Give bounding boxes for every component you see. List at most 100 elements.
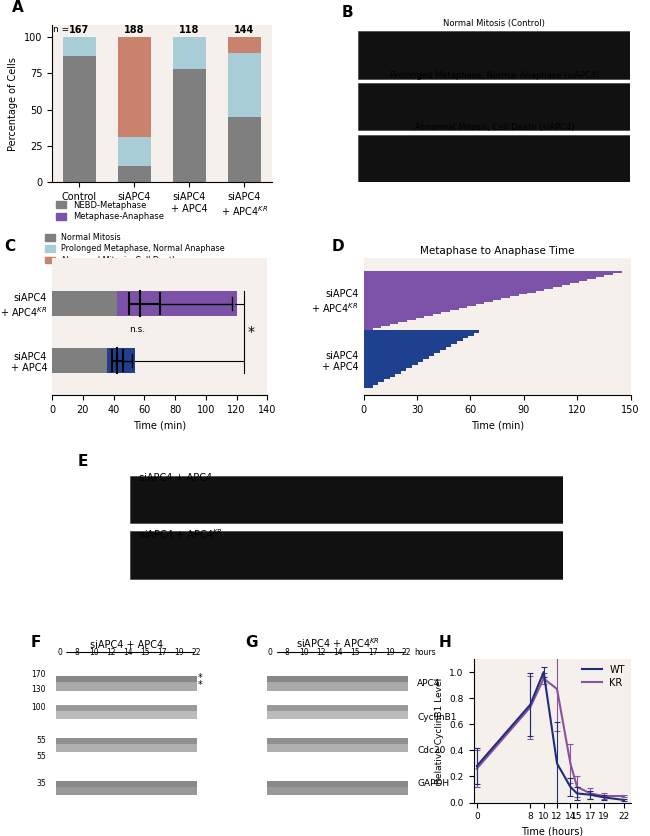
Bar xyxy=(364,310,450,312)
Text: 55: 55 xyxy=(36,752,46,761)
Bar xyxy=(364,356,429,359)
Legend: Normal Mitosis, Prolonged Metaphase, Normal Anaphase, Abnormal Mitosis, Cell Dea: Normal Mitosis, Prolonged Metaphase, Nor… xyxy=(45,233,225,265)
Text: 144: 144 xyxy=(235,25,255,35)
Bar xyxy=(52,348,107,374)
Bar xyxy=(364,306,467,308)
Y-axis label: Percentage of Cells: Percentage of Cells xyxy=(8,57,18,150)
Text: GAPDH: GAPDH xyxy=(417,779,449,788)
Text: 14: 14 xyxy=(123,649,133,657)
X-axis label: Time (min): Time (min) xyxy=(471,420,524,430)
Bar xyxy=(63,37,96,56)
Bar xyxy=(364,316,424,318)
Bar xyxy=(364,281,578,283)
Bar xyxy=(118,166,151,182)
Text: 0: 0 xyxy=(57,649,62,657)
Bar xyxy=(364,370,401,374)
Bar xyxy=(364,335,468,339)
Bar xyxy=(364,312,441,314)
Bar xyxy=(364,287,553,288)
Text: E: E xyxy=(78,454,88,469)
Bar xyxy=(364,382,378,385)
Text: 15: 15 xyxy=(350,649,360,657)
Text: D: D xyxy=(332,239,344,254)
Bar xyxy=(364,385,372,388)
Bar xyxy=(364,318,415,320)
Bar xyxy=(364,273,613,275)
Text: 22: 22 xyxy=(191,649,201,657)
Text: 0: 0 xyxy=(268,649,273,657)
Bar xyxy=(107,348,135,374)
Bar xyxy=(364,339,463,341)
Legend: NEBD-Metaphase, Metaphase-Anaphase: NEBD-Metaphase, Metaphase-Anaphase xyxy=(56,201,164,222)
Text: *: * xyxy=(248,325,254,339)
Text: siAPC4 + APC4: siAPC4 + APC4 xyxy=(138,472,212,482)
Bar xyxy=(364,374,395,376)
Text: 22: 22 xyxy=(402,649,411,657)
Y-axis label: Relative CyclinB1 Level: Relative CyclinB1 Level xyxy=(435,678,444,784)
Bar xyxy=(173,37,206,69)
Bar xyxy=(364,291,536,293)
Text: 17: 17 xyxy=(368,649,378,657)
FancyBboxPatch shape xyxy=(57,676,198,685)
Bar xyxy=(52,291,116,317)
Bar xyxy=(364,308,458,310)
Bar xyxy=(364,353,434,356)
FancyBboxPatch shape xyxy=(267,676,408,685)
Bar xyxy=(364,283,570,285)
Text: 10: 10 xyxy=(89,649,98,657)
Bar xyxy=(364,324,390,326)
Bar xyxy=(364,347,446,350)
FancyBboxPatch shape xyxy=(267,738,408,747)
Bar xyxy=(118,37,151,137)
Bar xyxy=(228,37,261,53)
Text: Normal Mitosis (Control): Normal Mitosis (Control) xyxy=(443,19,545,28)
Bar xyxy=(364,328,372,329)
FancyBboxPatch shape xyxy=(267,711,408,719)
Bar xyxy=(63,56,96,182)
Text: 130: 130 xyxy=(31,685,46,694)
Bar xyxy=(364,359,423,362)
Bar xyxy=(364,293,527,294)
Bar xyxy=(364,275,604,277)
X-axis label: Time (min): Time (min) xyxy=(133,420,187,430)
Text: 8: 8 xyxy=(285,649,290,657)
Bar xyxy=(364,344,451,347)
FancyBboxPatch shape xyxy=(267,781,408,790)
Bar xyxy=(364,288,544,291)
Text: APC4: APC4 xyxy=(417,679,441,688)
Bar xyxy=(364,303,484,304)
Text: *: * xyxy=(198,680,202,690)
Text: CyclinB1: CyclinB1 xyxy=(417,712,456,721)
Text: B: B xyxy=(342,5,354,20)
Bar xyxy=(364,271,621,273)
Text: n.s.: n.s. xyxy=(129,324,145,334)
Text: 19: 19 xyxy=(385,649,395,657)
Text: Prolonged Metaphase, Normal Anaphase (siAPC4): Prolonged Metaphase, Normal Anaphase (si… xyxy=(389,71,599,80)
Bar xyxy=(364,329,480,333)
Bar xyxy=(364,279,588,281)
FancyBboxPatch shape xyxy=(130,477,562,523)
Text: 118: 118 xyxy=(179,25,200,35)
Bar xyxy=(364,277,596,279)
Bar xyxy=(364,380,384,382)
Bar xyxy=(364,300,493,303)
Bar xyxy=(364,341,457,344)
Text: hours: hours xyxy=(414,649,436,657)
FancyBboxPatch shape xyxy=(267,682,408,691)
Bar xyxy=(364,350,440,353)
Bar xyxy=(364,294,519,297)
Text: 55: 55 xyxy=(36,736,46,745)
Text: 188: 188 xyxy=(124,25,145,35)
Bar xyxy=(364,298,501,300)
Text: siAPC4 + APC4: siAPC4 + APC4 xyxy=(90,640,164,650)
Text: A: A xyxy=(12,1,24,16)
Text: 8: 8 xyxy=(74,649,79,657)
FancyBboxPatch shape xyxy=(358,135,630,182)
Text: 19: 19 xyxy=(174,649,184,657)
Bar xyxy=(228,117,261,182)
Bar xyxy=(116,291,237,317)
Text: siAPC4 + APC4$^{KR}$: siAPC4 + APC4$^{KR}$ xyxy=(138,527,222,541)
FancyBboxPatch shape xyxy=(57,705,198,714)
Bar xyxy=(364,333,474,335)
Bar xyxy=(118,137,151,166)
